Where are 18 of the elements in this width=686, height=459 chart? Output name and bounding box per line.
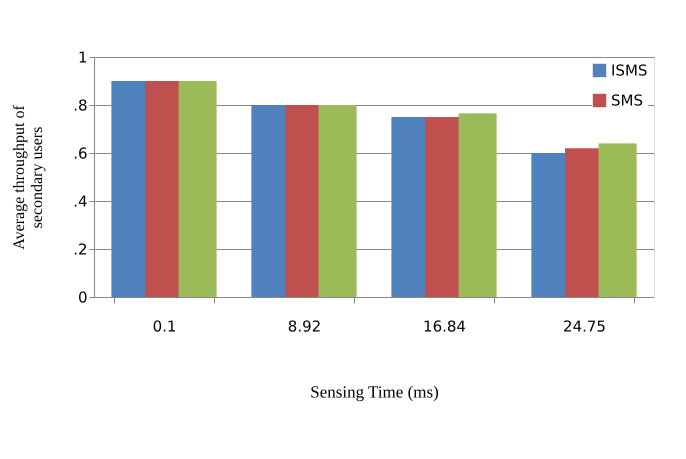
bar bbox=[178, 81, 217, 297]
y-tick-label: 0 bbox=[78, 288, 88, 306]
y-tick-label: .6 bbox=[73, 144, 88, 162]
x-tick-label: 24.75 bbox=[563, 318, 606, 336]
y-tick-label: .8 bbox=[73, 96, 88, 114]
x-tick-label: 16.84 bbox=[423, 318, 466, 336]
bar bbox=[598, 143, 637, 297]
x-tick-label: 0.1 bbox=[152, 318, 176, 336]
y-tick-label: .4 bbox=[73, 192, 88, 210]
x-axis-title: Sensing Time (ms) bbox=[310, 382, 439, 402]
y-tick-label: .2 bbox=[73, 240, 88, 258]
x-tick-label: 8.92 bbox=[288, 318, 322, 336]
bar bbox=[458, 113, 497, 297]
y-tick-label: 1 bbox=[78, 48, 88, 66]
bar bbox=[318, 105, 357, 297]
legend-label: ISMS bbox=[611, 62, 648, 80]
y-axis-title: Average throughput of secondary users bbox=[11, 104, 46, 250]
legend-label: SMS bbox=[611, 92, 643, 110]
